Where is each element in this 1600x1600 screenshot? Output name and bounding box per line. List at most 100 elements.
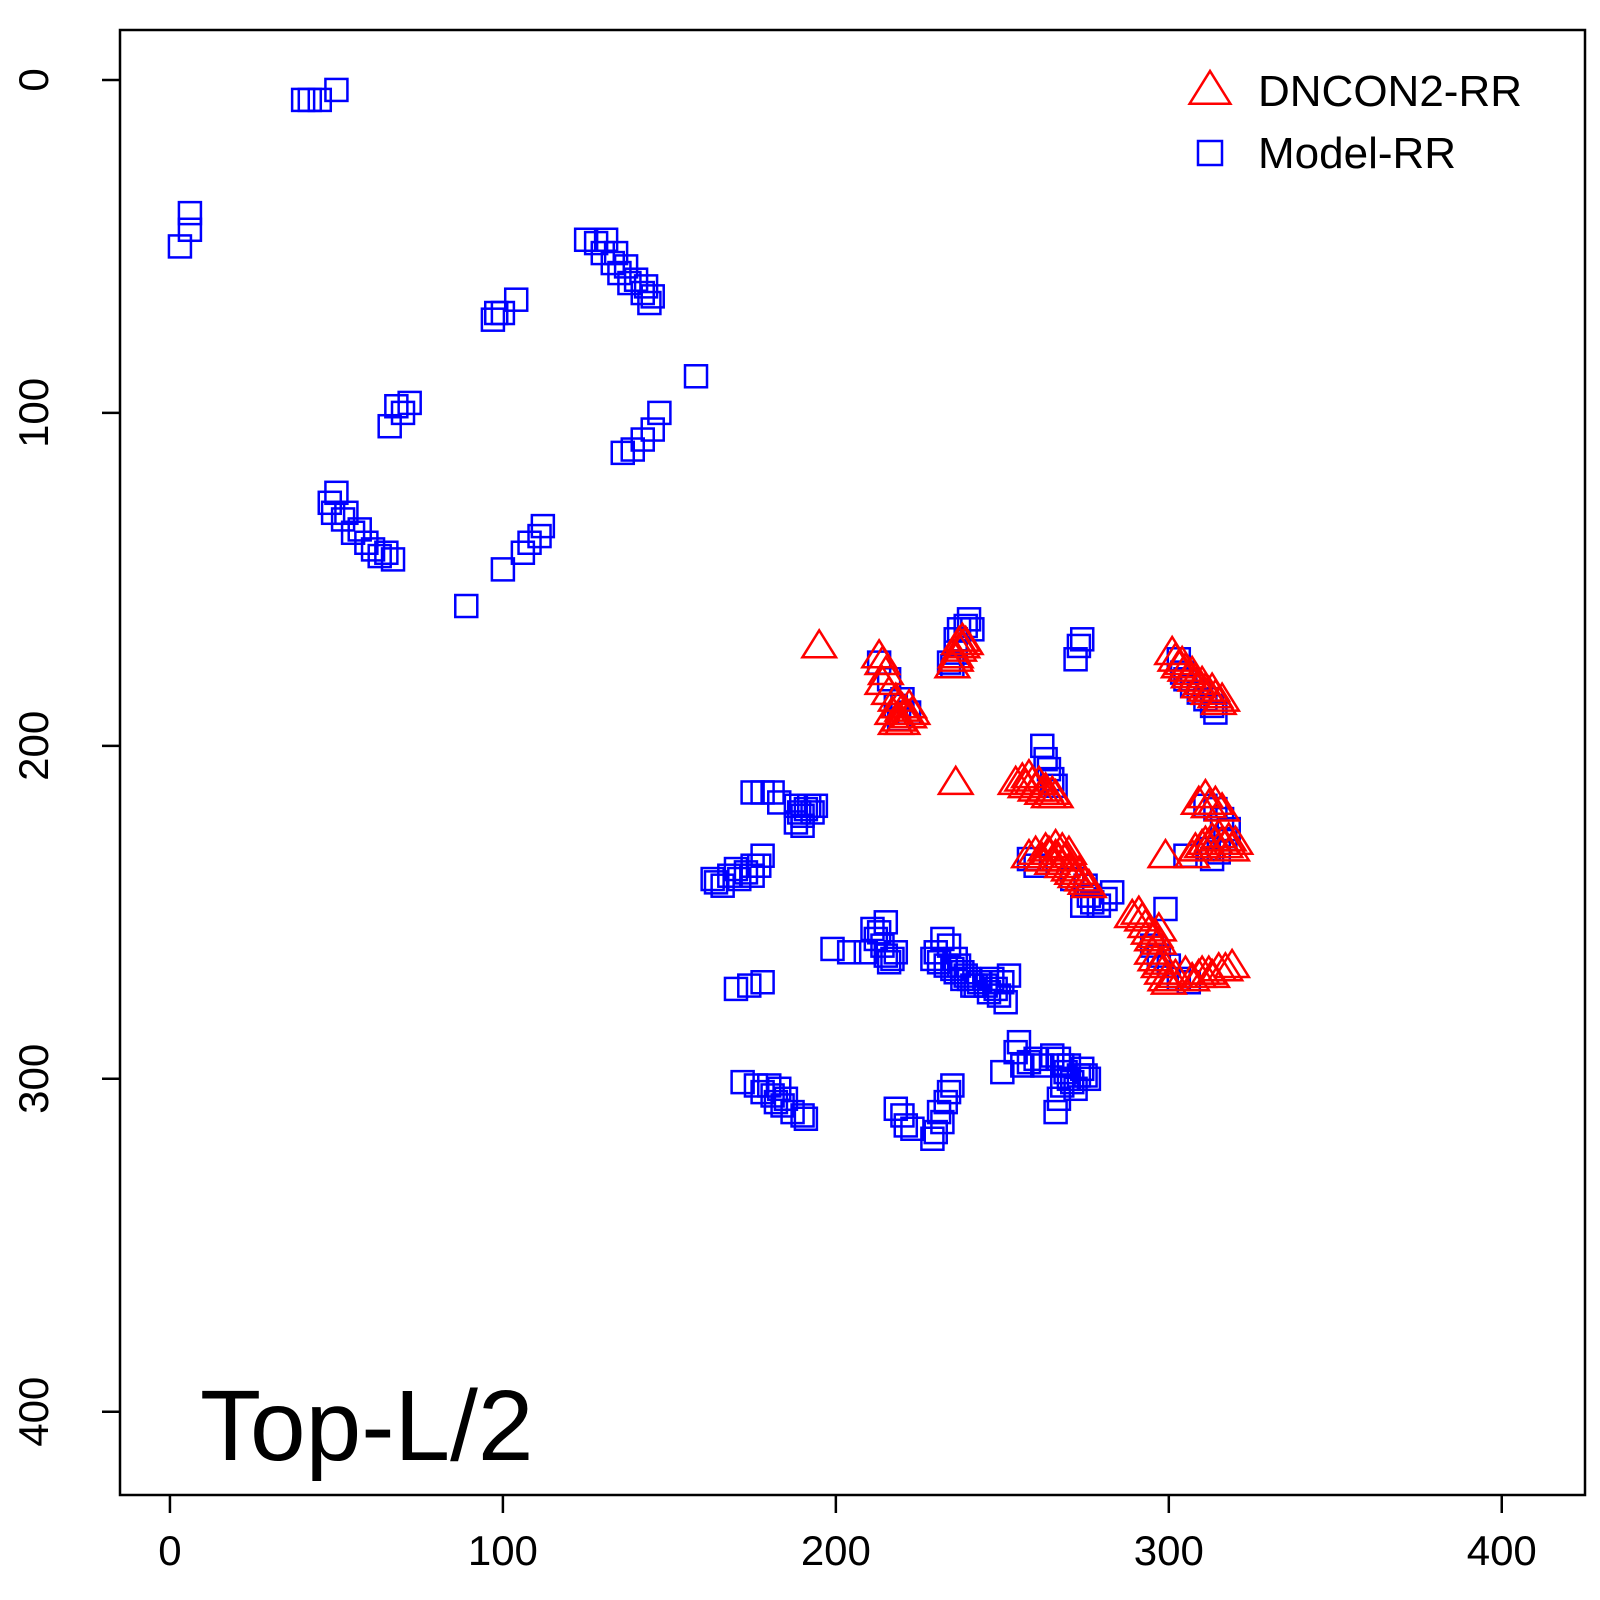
model-rr-point: [820, 936, 845, 962]
dncon2-rr-point: [800, 627, 839, 659]
y-tick-label: 100: [10, 378, 57, 448]
model-rr-point: [503, 287, 529, 312]
x-tick-label: 100: [468, 1527, 538, 1574]
model-rr-point: [773, 1086, 799, 1112]
model-rr-point: [737, 973, 762, 998]
dncon2-rr-point: [1029, 834, 1068, 865]
model-rr-point: [177, 200, 203, 226]
model-rr-point: [490, 300, 516, 326]
model-rr-point: [703, 870, 729, 895]
x-tick-label: 0: [158, 1527, 181, 1574]
y-tick-label: 300: [10, 1044, 57, 1114]
dncon2-rr-point: [1113, 897, 1152, 929]
model-rr-point: [683, 364, 709, 389]
model-rr-point: [397, 390, 422, 416]
model-rr-point: [733, 860, 759, 885]
dncon2-rr-point: [1213, 947, 1252, 979]
model-rr-point: [1153, 896, 1178, 922]
model-rr-point: [996, 963, 1022, 988]
model-rr-point: [367, 543, 392, 569]
dncon2-rr-point: [1069, 867, 1108, 899]
dncon2-rr-point: [1043, 831, 1082, 862]
model-rr-point: [836, 940, 862, 965]
model-rr-point: [347, 517, 372, 542]
legend-item-dncon2-rr: DNCON2-RR: [1187, 67, 1522, 116]
dncon2-rr-point: [1193, 957, 1232, 989]
model-rr-point: [490, 557, 516, 582]
dncon2-rr-point: [1216, 824, 1255, 855]
dncon2-rr-point: [946, 624, 985, 656]
model-rr-point: [880, 946, 905, 972]
model-rr-point: [177, 217, 203, 243]
model-rr-point: [1076, 1066, 1102, 1092]
model-rr-point: [1050, 1073, 1075, 1098]
model-rr-point: [883, 940, 909, 965]
dncon2-rr-point: [1006, 767, 1045, 799]
model-rr-point: [940, 1073, 965, 1098]
model-rr-point: [790, 1103, 815, 1128]
model-rr-point: [1069, 627, 1095, 652]
x-tick-label: 400: [1467, 1527, 1537, 1574]
panel-label: Top-L/2: [200, 1370, 534, 1482]
y-tick-label: 400: [10, 1377, 57, 1447]
model-rr-point: [990, 1059, 1015, 1085]
model-rr-point: [637, 290, 662, 316]
dncon2-rr-point: [1209, 821, 1248, 852]
x-tick-label: 300: [1134, 1527, 1204, 1574]
model-rr-point: [454, 593, 479, 619]
dncon2-rr-point: [1206, 950, 1245, 982]
model-rr-point: [1063, 647, 1088, 672]
dncon2-rr-point: [1196, 784, 1235, 816]
data-points: [167, 77, 1255, 1151]
y-tick-label: 200: [10, 711, 57, 781]
model-rr-point: [923, 1119, 948, 1145]
model-rr-point: [640, 417, 665, 442]
y-axis: 0 100 200 300 400: [10, 68, 120, 1447]
model-rr-point: [1056, 1053, 1082, 1078]
model-rr-point: [380, 547, 406, 572]
dncon2-rr-point: [1019, 764, 1059, 796]
model-rr-point: [324, 77, 349, 103]
dncon2-rr-point: [936, 641, 975, 672]
dncon2-rr-point: [1186, 777, 1225, 809]
model-rr-point: [993, 989, 1018, 1015]
dncon2-rr-point: [883, 704, 922, 736]
dncon2-rr-point: [1036, 827, 1075, 859]
legend-label: Model-RR: [1258, 129, 1456, 178]
legend: DNCON2-RR Model-RR: [1187, 67, 1522, 178]
dncon2-rr-point: [893, 694, 932, 726]
model-rr-point: [377, 413, 402, 439]
model-rr-point: [893, 1113, 919, 1138]
model-rr-point: [1023, 1046, 1048, 1072]
model-rr-point: [783, 810, 809, 835]
dncon2-rr-point: [873, 694, 912, 726]
x-axis: 0 100 200 300 400: [158, 1495, 1537, 1574]
model-rr-point: [374, 540, 399, 565]
model-rr-point: [647, 400, 672, 426]
model-rr-point: [530, 513, 556, 539]
dncon2-rr-point: [863, 644, 902, 676]
model-rr-point: [936, 1079, 962, 1105]
model-rr-point: [943, 960, 968, 985]
model-rr-point: [740, 863, 765, 888]
dncon2-rr-point: [936, 764, 975, 796]
legend-label: DNCON2-RR: [1258, 67, 1522, 116]
model-rr-point: [1093, 886, 1118, 912]
model-rr-point: [793, 1106, 819, 1132]
dncon2-rr-point: [1203, 791, 1242, 822]
model-rr-point: [1010, 1053, 1035, 1078]
y-tick-label: 0: [10, 68, 57, 91]
model-rr-point: [1030, 733, 1055, 759]
dncon2-rr-point: [1203, 681, 1242, 712]
legend-marker-square: [1196, 139, 1224, 167]
model-rr-point: [334, 500, 359, 526]
legend-item-model-rr: Model-RR: [1196, 129, 1456, 178]
model-rr-point: [920, 1126, 945, 1151]
plot-frame: [118, 28, 1587, 1497]
model-rr-point: [750, 970, 775, 995]
model-rr-point: [790, 813, 815, 839]
dncon2-rr-point: [1143, 944, 1182, 975]
model-rr-point: [640, 284, 665, 309]
